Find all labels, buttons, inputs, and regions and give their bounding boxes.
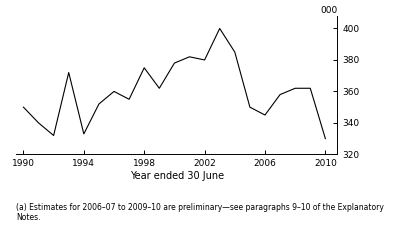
Text: (a) Estimates for 2006–07 to 2009–10 are preliminary—see paragraphs 9–10 of the : (a) Estimates for 2006–07 to 2009–10 are… (16, 203, 384, 222)
Text: 000: 000 (320, 5, 337, 15)
X-axis label: Year ended 30 June: Year ended 30 June (129, 171, 224, 181)
